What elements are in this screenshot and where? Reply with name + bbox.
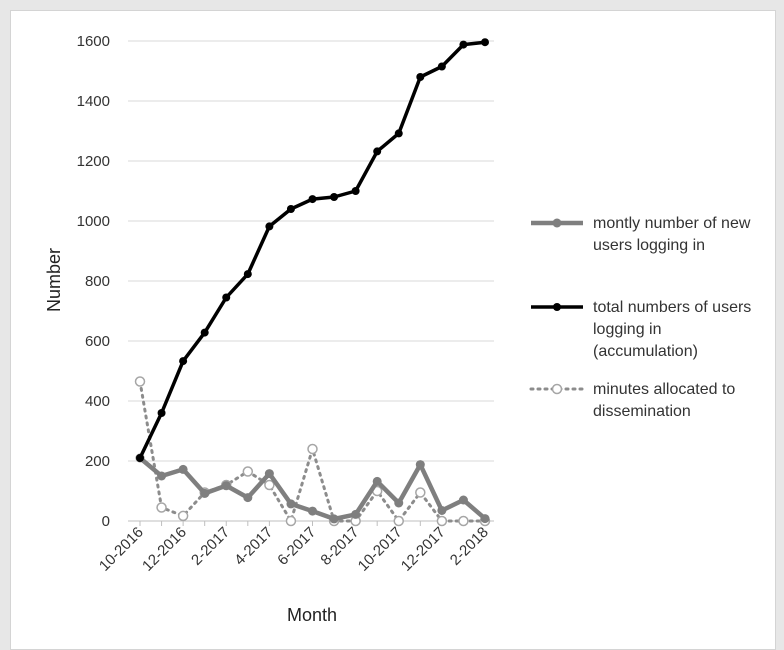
data-point-total-users: [286, 205, 295, 213]
x-tick-label: 10-2017: [355, 524, 406, 575]
data-point-new-users: [437, 506, 447, 515]
x-tick-label: 2-2017: [188, 524, 233, 569]
y-tick-label: 800: [85, 273, 110, 290]
legend-label: dissemination: [593, 403, 691, 420]
data-point-new-users: [480, 514, 490, 524]
data-point-new-users: [221, 481, 231, 491]
data-point-new-users: [458, 495, 468, 505]
y-tick-label: 1200: [77, 153, 110, 170]
data-point-new-users: [351, 509, 361, 519]
data-point-total-users: [459, 40, 468, 49]
data-point-total-users: [308, 195, 317, 204]
y-tick-label: 1400: [77, 93, 110, 110]
data-point-total-users: [243, 270, 252, 279]
series: [134, 38, 491, 527]
legend-marker-new-users: [552, 218, 562, 228]
legend-label: total numbers of users: [593, 299, 751, 316]
data-point-total-users: [437, 62, 446, 71]
data-point-total-users: [136, 454, 144, 462]
x-tick-label: 4-2017: [231, 524, 276, 569]
x-tick-label: 10-2016: [96, 524, 147, 575]
data-point-dissemination-minutes: [415, 487, 426, 498]
y-tick-label: 200: [85, 453, 110, 470]
data-point-total-users: [481, 38, 489, 47]
legend-marker-total-users: [553, 303, 561, 311]
y-tick-label: 600: [85, 333, 110, 350]
data-point-dissemination-minutes: [156, 502, 167, 513]
data-point-new-users: [243, 493, 253, 503]
data-point-total-users: [179, 357, 188, 366]
y-tick-label: 1600: [77, 33, 110, 50]
data-point-new-users: [394, 498, 404, 508]
x-tick-label: 12-2016: [139, 524, 190, 575]
data-point-new-users: [157, 471, 167, 481]
data-point-new-users: [264, 469, 274, 479]
data-point-new-users: [286, 499, 296, 509]
data-point-dissemination-minutes: [134, 376, 146, 387]
x-axis-title: Month: [287, 605, 337, 625]
data-point-total-users: [416, 73, 425, 81]
chart-frame: [10, 10, 776, 650]
data-point-total-users: [373, 147, 382, 156]
data-point-total-users: [265, 222, 274, 231]
data-point-total-users: [330, 193, 339, 201]
data-point-new-users: [415, 460, 425, 470]
y-tick-label: 0: [102, 513, 110, 530]
data-point-total-users: [351, 187, 360, 195]
gridlines: [128, 40, 494, 462]
y-tick-label: 400: [85, 393, 110, 410]
x-tick-label: 2-2018: [447, 524, 492, 569]
data-point-dissemination-minutes: [264, 479, 275, 491]
data-point-new-users: [329, 514, 339, 524]
legend-label: (accumulation): [593, 343, 698, 360]
legend-label: montly number of new: [593, 215, 751, 232]
data-point-dissemination-minutes: [177, 510, 189, 522]
data-point-dissemination-minutes: [307, 443, 318, 455]
data-point-new-users: [200, 488, 210, 498]
legend-label: logging in: [593, 321, 662, 338]
legend-label: users logging in: [593, 237, 705, 254]
x-tick-label: 6-2017: [274, 524, 319, 569]
data-point-dissemination-minutes: [458, 515, 469, 527]
legend: montly number of new users logging in tota…: [529, 215, 751, 420]
y-tick-label: 1000: [77, 213, 110, 230]
x-tick-label: 12-2017: [398, 524, 449, 575]
data-point-total-users: [222, 293, 231, 302]
data-point-dissemination-minutes: [242, 466, 254, 477]
series-line-total-users: [138, 40, 486, 459]
data-point-dissemination-minutes: [393, 515, 404, 527]
legend-marker-dissemination-minutes: [551, 383, 563, 395]
y-axis-title: Number: [44, 248, 64, 312]
data-point-new-users: [308, 506, 317, 516]
data-point-total-users: [157, 409, 166, 417]
data-point-new-users: [178, 464, 188, 474]
legend-label: minutes allocated to: [593, 381, 735, 398]
data-point-dissemination-minutes: [436, 515, 448, 527]
data-point-total-users: [394, 129, 403, 138]
data-point-dissemination-minutes: [285, 515, 297, 527]
data-point-total-users: [200, 328, 209, 337]
data-point-new-users: [372, 476, 382, 486]
